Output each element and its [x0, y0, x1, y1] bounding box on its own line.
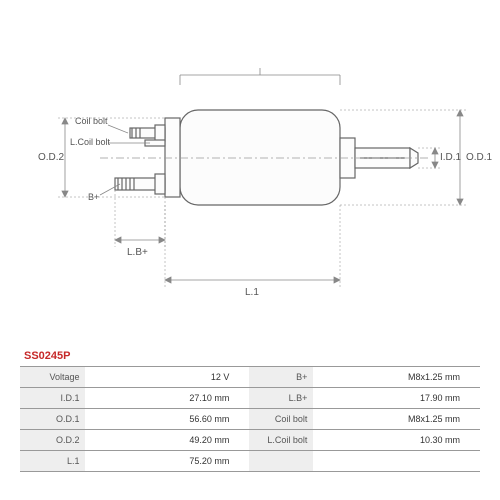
- spec-value: 75.20 mm: [85, 451, 249, 472]
- label-bplus: B+: [88, 192, 99, 202]
- label-od1: O.D.1: [466, 152, 493, 163]
- part-number: SS0245P: [20, 350, 480, 362]
- spec-table-container: SS0245P Voltage 12 V B+ M8x1.25 mm I.D.1…: [20, 350, 480, 472]
- spec-label: L.B+: [249, 388, 313, 409]
- spec-label: Voltage: [20, 367, 85, 388]
- technical-drawing: O.D.2 O.D.1 I.D.1 L.1 L.B+ Coil bolt L.C…: [0, 0, 500, 350]
- spec-value: M8x1.25 mm: [313, 409, 480, 430]
- label-l1: L.1: [245, 287, 259, 298]
- spec-value: M8x1.25 mm: [313, 367, 480, 388]
- spec-label: [249, 451, 313, 472]
- label-id1: I.D.1: [440, 152, 462, 163]
- spec-label: L.Coil bolt: [249, 430, 313, 451]
- spec-table: Voltage 12 V B+ M8x1.25 mm I.D.1 27.10 m…: [20, 366, 480, 472]
- label-lbplus: L.B+: [127, 247, 148, 258]
- spec-value: 17.90 mm: [313, 388, 480, 409]
- spec-value: 56.60 mm: [85, 409, 249, 430]
- spec-label: L.1: [20, 451, 85, 472]
- spec-label: Coil bolt: [249, 409, 313, 430]
- spec-label: O.D.1: [20, 409, 85, 430]
- spec-label: B+: [249, 367, 313, 388]
- spec-value: 12 V: [85, 367, 249, 388]
- table-row: O.D.1 56.60 mm Coil bolt M8x1.25 mm: [20, 409, 480, 430]
- spec-value: 49.20 mm: [85, 430, 249, 451]
- label-coilbolt: Coil bolt: [75, 116, 108, 126]
- label-lcoilbolt: L.Coil bolt: [70, 137, 111, 147]
- spec-label: O.D.2: [20, 430, 85, 451]
- label-od2: O.D.2: [38, 152, 65, 163]
- spec-value: [313, 451, 480, 472]
- table-row: L.1 75.20 mm: [20, 451, 480, 472]
- table-row: Voltage 12 V B+ M8x1.25 mm: [20, 367, 480, 388]
- table-row: I.D.1 27.10 mm L.B+ 17.90 mm: [20, 388, 480, 409]
- spec-value: 10.30 mm: [313, 430, 480, 451]
- spec-value: 27.10 mm: [85, 388, 249, 409]
- spec-label: I.D.1: [20, 388, 85, 409]
- table-row: O.D.2 49.20 mm L.Coil bolt 10.30 mm: [20, 430, 480, 451]
